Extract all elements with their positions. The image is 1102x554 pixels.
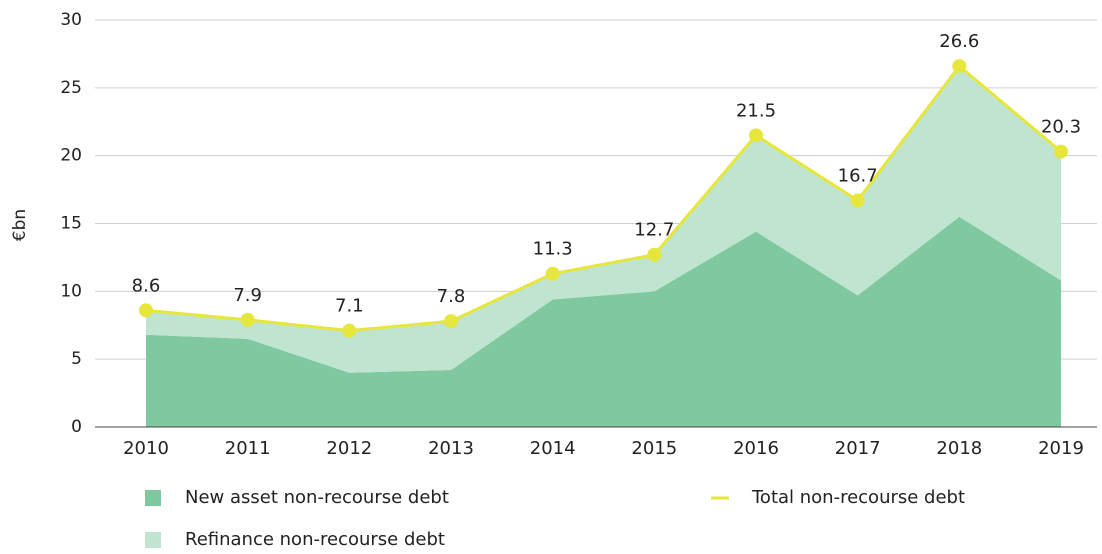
data-label: 11.3 [533,239,573,260]
y-tick-label: 30 [60,10,82,30]
marker [545,266,560,281]
lines: 8.6 7.9 7.1 7.8 11.3 12.7 21.5 16.7 26.6 20.3 [132,31,1081,338]
x-tick-label: 2017 [835,438,881,459]
data-label: 20.3 [1041,117,1081,138]
y-axis-label: €bn [10,209,30,241]
area [146,216,1061,427]
y-tick-label: 25 [60,78,82,98]
x-tick-label: 2018 [936,438,982,459]
marker [342,323,357,338]
marker [850,193,865,208]
y-tick-label: 0 [71,417,82,437]
data-label: 7.1 [335,296,364,317]
legend-swatch [145,490,161,506]
x-tick-label: 2010 [123,438,169,459]
data-label: 26.6 [939,31,979,52]
data-label: 12.7 [634,220,674,241]
legend-label: Total non-recourse debt [751,487,965,508]
y-tick-label: 10 [60,281,82,301]
marker [1054,144,1068,159]
data-label: 7.9 [233,285,262,306]
data-label: 16.7 [838,165,878,186]
marker [139,303,153,318]
x-tick-label: 2012 [326,438,372,459]
marker [952,59,967,74]
legend-label: Refinance non-recourse debt [185,529,445,550]
x-tick-label: 2011 [225,438,271,459]
areas [146,66,1061,427]
y-tick-label: 5 [71,349,82,369]
marker [749,128,763,143]
x-tick-label: 2016 [733,438,779,459]
y-tick-label: 20 [60,146,82,166]
x-tick-label: 2013 [428,438,474,459]
x-tick-label: 2014 [530,438,576,459]
data-label: 21.5 [736,100,776,121]
y-tick-label: 15 [60,214,82,234]
line [145,63,1062,333]
x-tick-label: 2019 [1038,438,1084,459]
legend-swatch [145,532,161,548]
legend-label: New asset non-recourse debt [185,487,449,508]
marker [444,314,458,329]
marker [240,312,255,327]
area [146,66,1061,373]
data-label: 8.6 [132,275,161,296]
data-label: 7.8 [437,286,466,307]
x-tick-label: 2015 [631,438,677,459]
marker [647,247,662,262]
